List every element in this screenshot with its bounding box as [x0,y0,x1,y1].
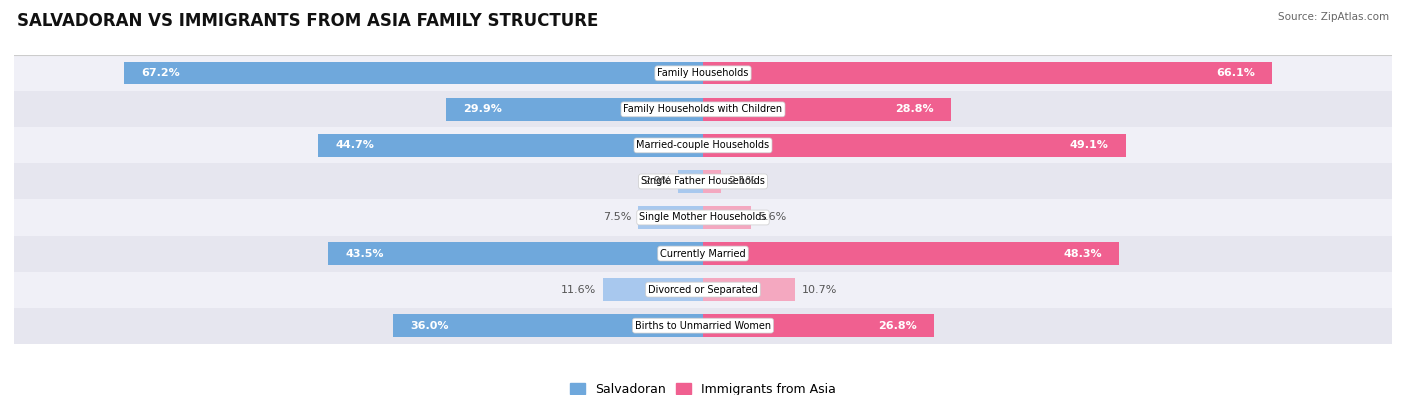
Bar [703,314,934,337]
Text: 2.9%: 2.9% [643,177,671,186]
Bar [124,62,703,85]
Text: 28.8%: 28.8% [896,104,934,115]
Text: 66.1%: 66.1% [1216,68,1256,78]
Bar [603,278,703,301]
Text: 44.7%: 44.7% [335,140,374,150]
Text: Family Households with Children: Family Households with Children [623,104,783,115]
Bar [703,134,1126,156]
Bar [14,272,1392,308]
Bar [678,170,703,193]
Bar [318,134,703,156]
Legend: Salvadoran, Immigrants from Asia: Salvadoran, Immigrants from Asia [565,378,841,395]
Text: 5.6%: 5.6% [758,213,786,222]
Text: 10.7%: 10.7% [801,284,838,295]
Text: 36.0%: 36.0% [411,321,449,331]
Bar [329,243,703,265]
Text: Currently Married: Currently Married [661,248,745,259]
Bar [703,62,1272,85]
Text: 67.2%: 67.2% [142,68,180,78]
Text: Single Father Households: Single Father Households [641,177,765,186]
Bar [14,91,1392,128]
Text: 7.5%: 7.5% [603,213,631,222]
Text: Source: ZipAtlas.com: Source: ZipAtlas.com [1278,12,1389,22]
Text: 26.8%: 26.8% [877,321,917,331]
Text: Single Mother Households: Single Mother Households [640,213,766,222]
Bar [703,243,1119,265]
Bar [638,206,703,229]
Bar [392,314,703,337]
Text: 2.1%: 2.1% [728,177,756,186]
Bar [14,199,1392,235]
Text: 49.1%: 49.1% [1070,140,1108,150]
Bar [14,55,1392,91]
Text: 48.3%: 48.3% [1063,248,1102,259]
Bar [703,278,796,301]
Text: SALVADORAN VS IMMIGRANTS FROM ASIA FAMILY STRUCTURE: SALVADORAN VS IMMIGRANTS FROM ASIA FAMIL… [17,12,598,30]
Bar [703,206,751,229]
Bar [446,98,703,120]
Text: Married-couple Households: Married-couple Households [637,140,769,150]
Text: 43.5%: 43.5% [346,248,384,259]
Text: 29.9%: 29.9% [463,104,502,115]
Text: Births to Unmarried Women: Births to Unmarried Women [636,321,770,331]
Bar [14,128,1392,164]
Bar [703,170,721,193]
Bar [14,164,1392,199]
Bar [14,235,1392,272]
Bar [703,98,950,120]
Text: Family Households: Family Households [658,68,748,78]
Text: Divorced or Separated: Divorced or Separated [648,284,758,295]
Bar [14,308,1392,344]
Text: 11.6%: 11.6% [561,284,596,295]
